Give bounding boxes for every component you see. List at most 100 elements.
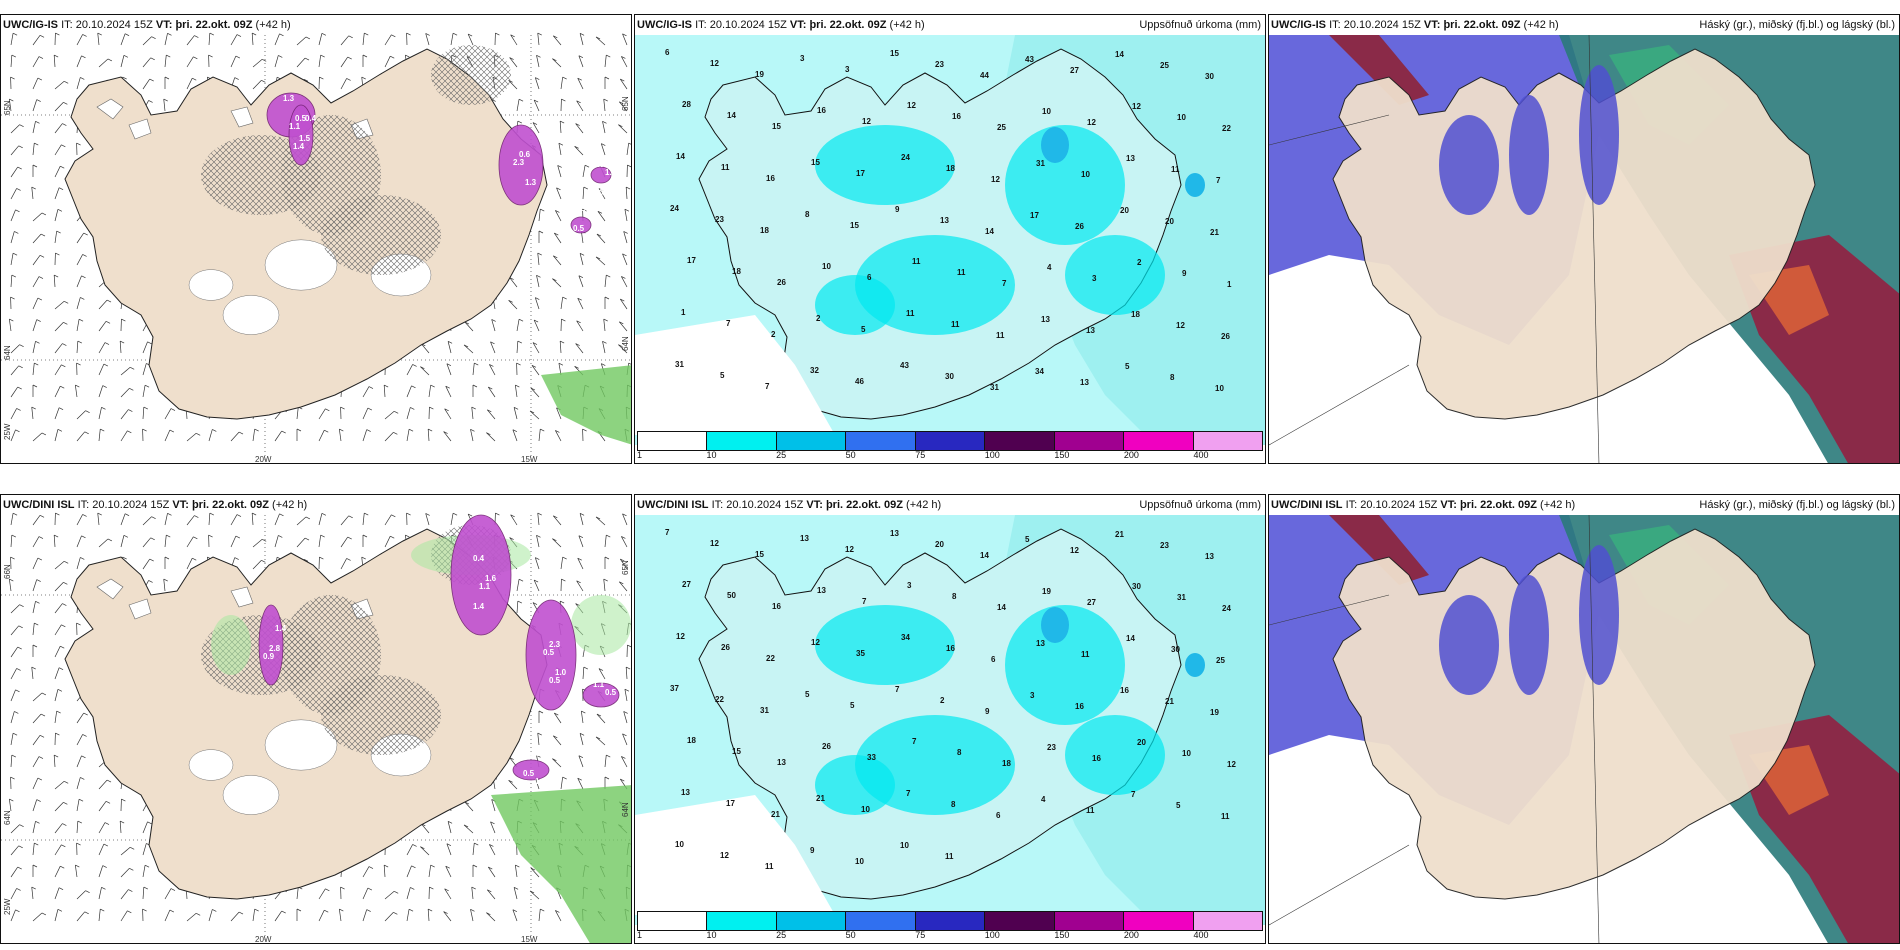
- wind-barb-flag: [595, 516, 601, 520]
- wind-barb-flag: [537, 252, 542, 256]
- precip-value: 21: [1115, 530, 1124, 539]
- wind-barb-flag: [78, 318, 84, 322]
- wind-barb-flag: [602, 340, 607, 344]
- precip-value: 13: [817, 586, 826, 595]
- wind-barb-flag: [487, 409, 492, 413]
- wind-barb: [490, 821, 496, 834]
- wind-barb: [420, 366, 430, 376]
- green-hatch-area: [211, 615, 251, 675]
- wind-barb-flag: [36, 99, 41, 102]
- wind-barb-flag: [420, 846, 425, 849]
- wind-barb-flag: [429, 406, 434, 410]
- wind-barb: [516, 319, 520, 332]
- wind-barb-flag: [303, 558, 309, 562]
- precip-zone: [1065, 715, 1165, 795]
- wind-barb-flag: [37, 777, 43, 781]
- wind-barb-flag: [430, 864, 435, 868]
- wind-barb: [32, 777, 39, 790]
- wind-barb-flag: [76, 362, 81, 366]
- vt-label: VT:: [155, 19, 173, 31]
- wind-barb-flag: [623, 231, 628, 234]
- wind-barb-flag: [463, 344, 469, 348]
- precip-value: 27: [1070, 66, 1079, 75]
- wind-barb-flag: [384, 384, 389, 388]
- wind-barb-flag: [81, 755, 86, 759]
- wind-barb-flag: [488, 386, 493, 390]
- wind-barb: [54, 364, 62, 376]
- wind-barb-flag: [151, 516, 156, 519]
- wind-barb-flag: [31, 186, 36, 190]
- wind-barb-flag: [515, 384, 520, 388]
- wind-barb: [76, 911, 85, 922]
- wind-barb-flag: [84, 911, 89, 915]
- lead-time: (+42 h): [906, 499, 942, 511]
- wind-barb-flag: [58, 667, 64, 671]
- precip-value: 9: [985, 707, 990, 716]
- precip-zone: [815, 125, 955, 205]
- wind-barb-flag: [537, 512, 542, 516]
- colorbar-label: 200: [1123, 930, 1139, 940]
- wind-barb-flag: [129, 388, 134, 391]
- precip-value: 14: [727, 111, 736, 120]
- wind-barb: [508, 300, 518, 310]
- precip-value: 17: [726, 799, 735, 808]
- wind-barb-flag: [601, 143, 606, 146]
- hatched-area: [431, 45, 511, 105]
- precip-value: 13: [1086, 326, 1095, 335]
- wind-barb-flag: [106, 779, 112, 783]
- wind-barb-flag: [621, 56, 626, 59]
- wind-barb: [142, 57, 151, 68]
- precip-value: 7: [906, 789, 911, 798]
- precip-value: 6: [996, 811, 1001, 820]
- wind-barb: [472, 363, 475, 376]
- wind-barb-flag: [512, 429, 518, 433]
- wind-barb: [558, 143, 562, 156]
- wind-barb-flag: [603, 318, 608, 322]
- precip-value: 10: [855, 857, 864, 866]
- wind-barb-flag: [31, 666, 36, 670]
- value-label: 0.4: [305, 114, 317, 123]
- wind-barb-flag: [63, 322, 68, 325]
- wind-barb: [470, 909, 474, 922]
- green-area: [541, 365, 631, 445]
- precip-value: 14: [676, 152, 685, 161]
- wind-barb-flag: [621, 536, 626, 539]
- wind-barb: [578, 535, 584, 548]
- cloud-over-land: [1579, 545, 1619, 685]
- value-label: 1.3: [579, 204, 591, 213]
- wind-barb-flag: [579, 733, 585, 736]
- wind-barb-flag: [63, 582, 68, 585]
- wind-barb: [54, 144, 62, 156]
- wind-barb: [490, 341, 496, 354]
- wind-barb-flag: [106, 299, 112, 303]
- precip-value: 26: [1221, 332, 1230, 341]
- panel-header: UWC/IG-IS IT: 20.10.2024 15Z VT: þri. 22…: [635, 15, 1265, 35]
- wind-barb-flag: [619, 321, 624, 325]
- wind-barb-flag: [304, 537, 310, 541]
- wind-barb: [340, 56, 349, 68]
- wind-barb-flag: [596, 713, 602, 717]
- wind-barb-flag: [628, 362, 631, 365]
- colorbar-label: 150: [1054, 450, 1070, 460]
- wind-barb-flag: [76, 142, 81, 146]
- lon-label-left: 20W: [255, 455, 272, 464]
- wind-barb: [595, 36, 606, 46]
- it-label: IT:: [1345, 499, 1358, 511]
- precip-value: 21: [1165, 697, 1174, 706]
- wind-barb-flag: [536, 534, 541, 538]
- wind-barb: [120, 388, 130, 398]
- precip-value: 7: [765, 382, 770, 391]
- wind-barb: [76, 55, 82, 68]
- wind-barb-flag: [361, 76, 366, 80]
- wind-barb: [98, 342, 106, 354]
- wind-barb-flag: [41, 692, 47, 696]
- wind-barb-flag: [604, 296, 610, 300]
- wind-barb-flag: [362, 534, 368, 538]
- wind-barb: [578, 55, 584, 68]
- precip-map: 7121513121320145122123132750161373814192…: [635, 515, 1265, 925]
- precip-value: 7: [1131, 790, 1136, 799]
- white-patch: [188, 749, 234, 781]
- precip-value: 12: [991, 175, 1000, 184]
- wind-barb-flag: [208, 534, 213, 538]
- wind-barb-flag: [279, 513, 284, 517]
